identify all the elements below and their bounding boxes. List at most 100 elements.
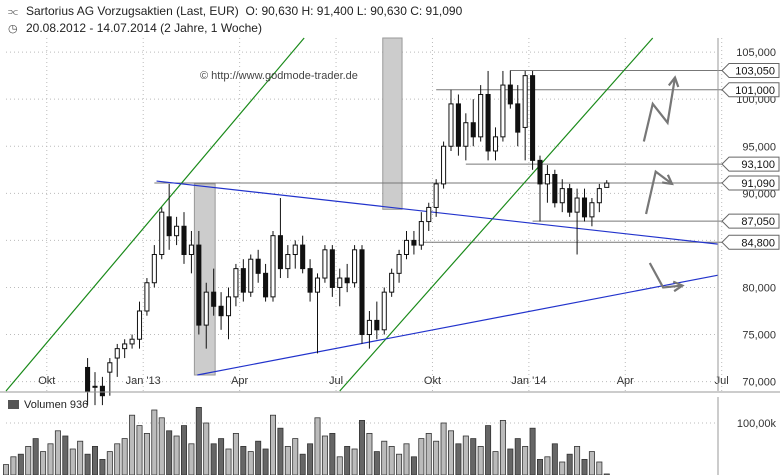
volume-bar: [492, 451, 499, 475]
y-tick-label: 75,000: [742, 330, 776, 342]
volume-bar: [507, 448, 514, 475]
candle-body: [344, 277, 350, 284]
price-level-value: 87,050: [741, 216, 775, 228]
candle-body: [270, 235, 276, 298]
volume-bar: [25, 445, 32, 475]
volume-bar: [203, 422, 210, 475]
grid: [6, 38, 723, 391]
volume-bar: [499, 419, 506, 475]
volume-bar: [448, 430, 454, 475]
candle: [233, 263, 239, 307]
candle: [122, 339, 128, 359]
arrow-head: [672, 280, 685, 293]
candle-body: [596, 188, 602, 204]
candle-body: [500, 84, 506, 138]
price-level-box: [721, 175, 780, 191]
candle-body: [352, 249, 358, 284]
price-level-box: [721, 62, 780, 78]
candle: [300, 235, 306, 274]
candle: [248, 254, 254, 297]
volume-bar: [151, 409, 158, 475]
volume-title: Volumen 936: [24, 399, 88, 411]
volume-bar: [114, 443, 121, 475]
candle: [507, 70, 513, 109]
candle-body: [441, 145, 447, 185]
candle: [396, 249, 402, 283]
x-tick-label: Okt: [38, 375, 55, 387]
candle: [270, 230, 276, 302]
candle: [530, 70, 536, 170]
volume-bar: [69, 448, 76, 475]
candle: [92, 372, 98, 406]
candle: [240, 259, 246, 302]
volume-panel: Volumen 936 100,00k: [3, 397, 776, 475]
candle: [470, 99, 476, 147]
volume-bar: [314, 417, 321, 475]
candle: [314, 273, 321, 354]
volume-bar: [544, 456, 551, 475]
volume-bar: [143, 432, 150, 475]
x-tick-label: Jul: [329, 375, 343, 387]
volume-bar: [351, 448, 358, 475]
candle: [403, 230, 410, 260]
trend-line: [5, 37, 305, 392]
candle: [389, 268, 395, 297]
arrow-head: [667, 75, 680, 88]
volume-bar: [262, 448, 269, 475]
price-level-value: 84,800: [741, 237, 775, 249]
candle-body: [604, 182, 610, 188]
volume-bar: [403, 443, 410, 475]
candle: [255, 249, 261, 283]
volume-bar: [106, 451, 113, 475]
candle: [151, 245, 157, 288]
x-tick-label: Jan '14: [511, 375, 546, 387]
candle: [604, 180, 610, 188]
shaded-zone: [193, 183, 216, 376]
candle-body: [99, 385, 105, 397]
candle: [129, 334, 135, 349]
volume-bar: [485, 425, 492, 475]
volume-bar: [92, 445, 98, 475]
candle-body: [196, 244, 202, 326]
candle: [329, 245, 335, 297]
volume-bar: [225, 448, 232, 475]
price-level-value: 93,100: [741, 159, 775, 171]
volume-bar: [173, 435, 180, 475]
volume-bar: [418, 438, 425, 475]
candle-body: [552, 173, 558, 204]
candle-body: [522, 75, 528, 128]
price-level-box: [721, 82, 780, 98]
candle-body: [248, 258, 254, 293]
candle: [500, 70, 506, 142]
volume-bar: [129, 414, 136, 475]
candle: [174, 216, 180, 246]
volume-bar: [410, 456, 417, 475]
volume-bar: [218, 438, 225, 475]
candle-body: [366, 319, 372, 336]
projection-arrow: [642, 77, 677, 142]
candle-body: [188, 244, 194, 256]
watermark: © http://www.godmode-trader.de: [200, 70, 358, 82]
candle-body: [277, 235, 283, 270]
candle-body: [478, 93, 484, 138]
candle-body: [92, 385, 98, 388]
price-level-value: 91,090: [741, 178, 775, 190]
volume-bar: [588, 451, 595, 475]
candle: [589, 198, 595, 227]
projection-arrow: [644, 169, 673, 215]
candle: [381, 287, 387, 335]
candle: [522, 70, 528, 161]
candle: [337, 268, 343, 307]
candle-body: [485, 93, 491, 152]
volume-bar: [210, 443, 217, 475]
candle: [292, 240, 298, 269]
candle: [433, 179, 439, 217]
x-tick-label: Jul: [715, 375, 729, 387]
candle-body: [515, 103, 521, 133]
arrow-head: [661, 174, 674, 186]
candle-body: [574, 197, 580, 213]
candle: [559, 179, 565, 213]
candle-body: [159, 211, 165, 256]
candle-body: [211, 291, 217, 307]
candle-body: [426, 206, 432, 223]
